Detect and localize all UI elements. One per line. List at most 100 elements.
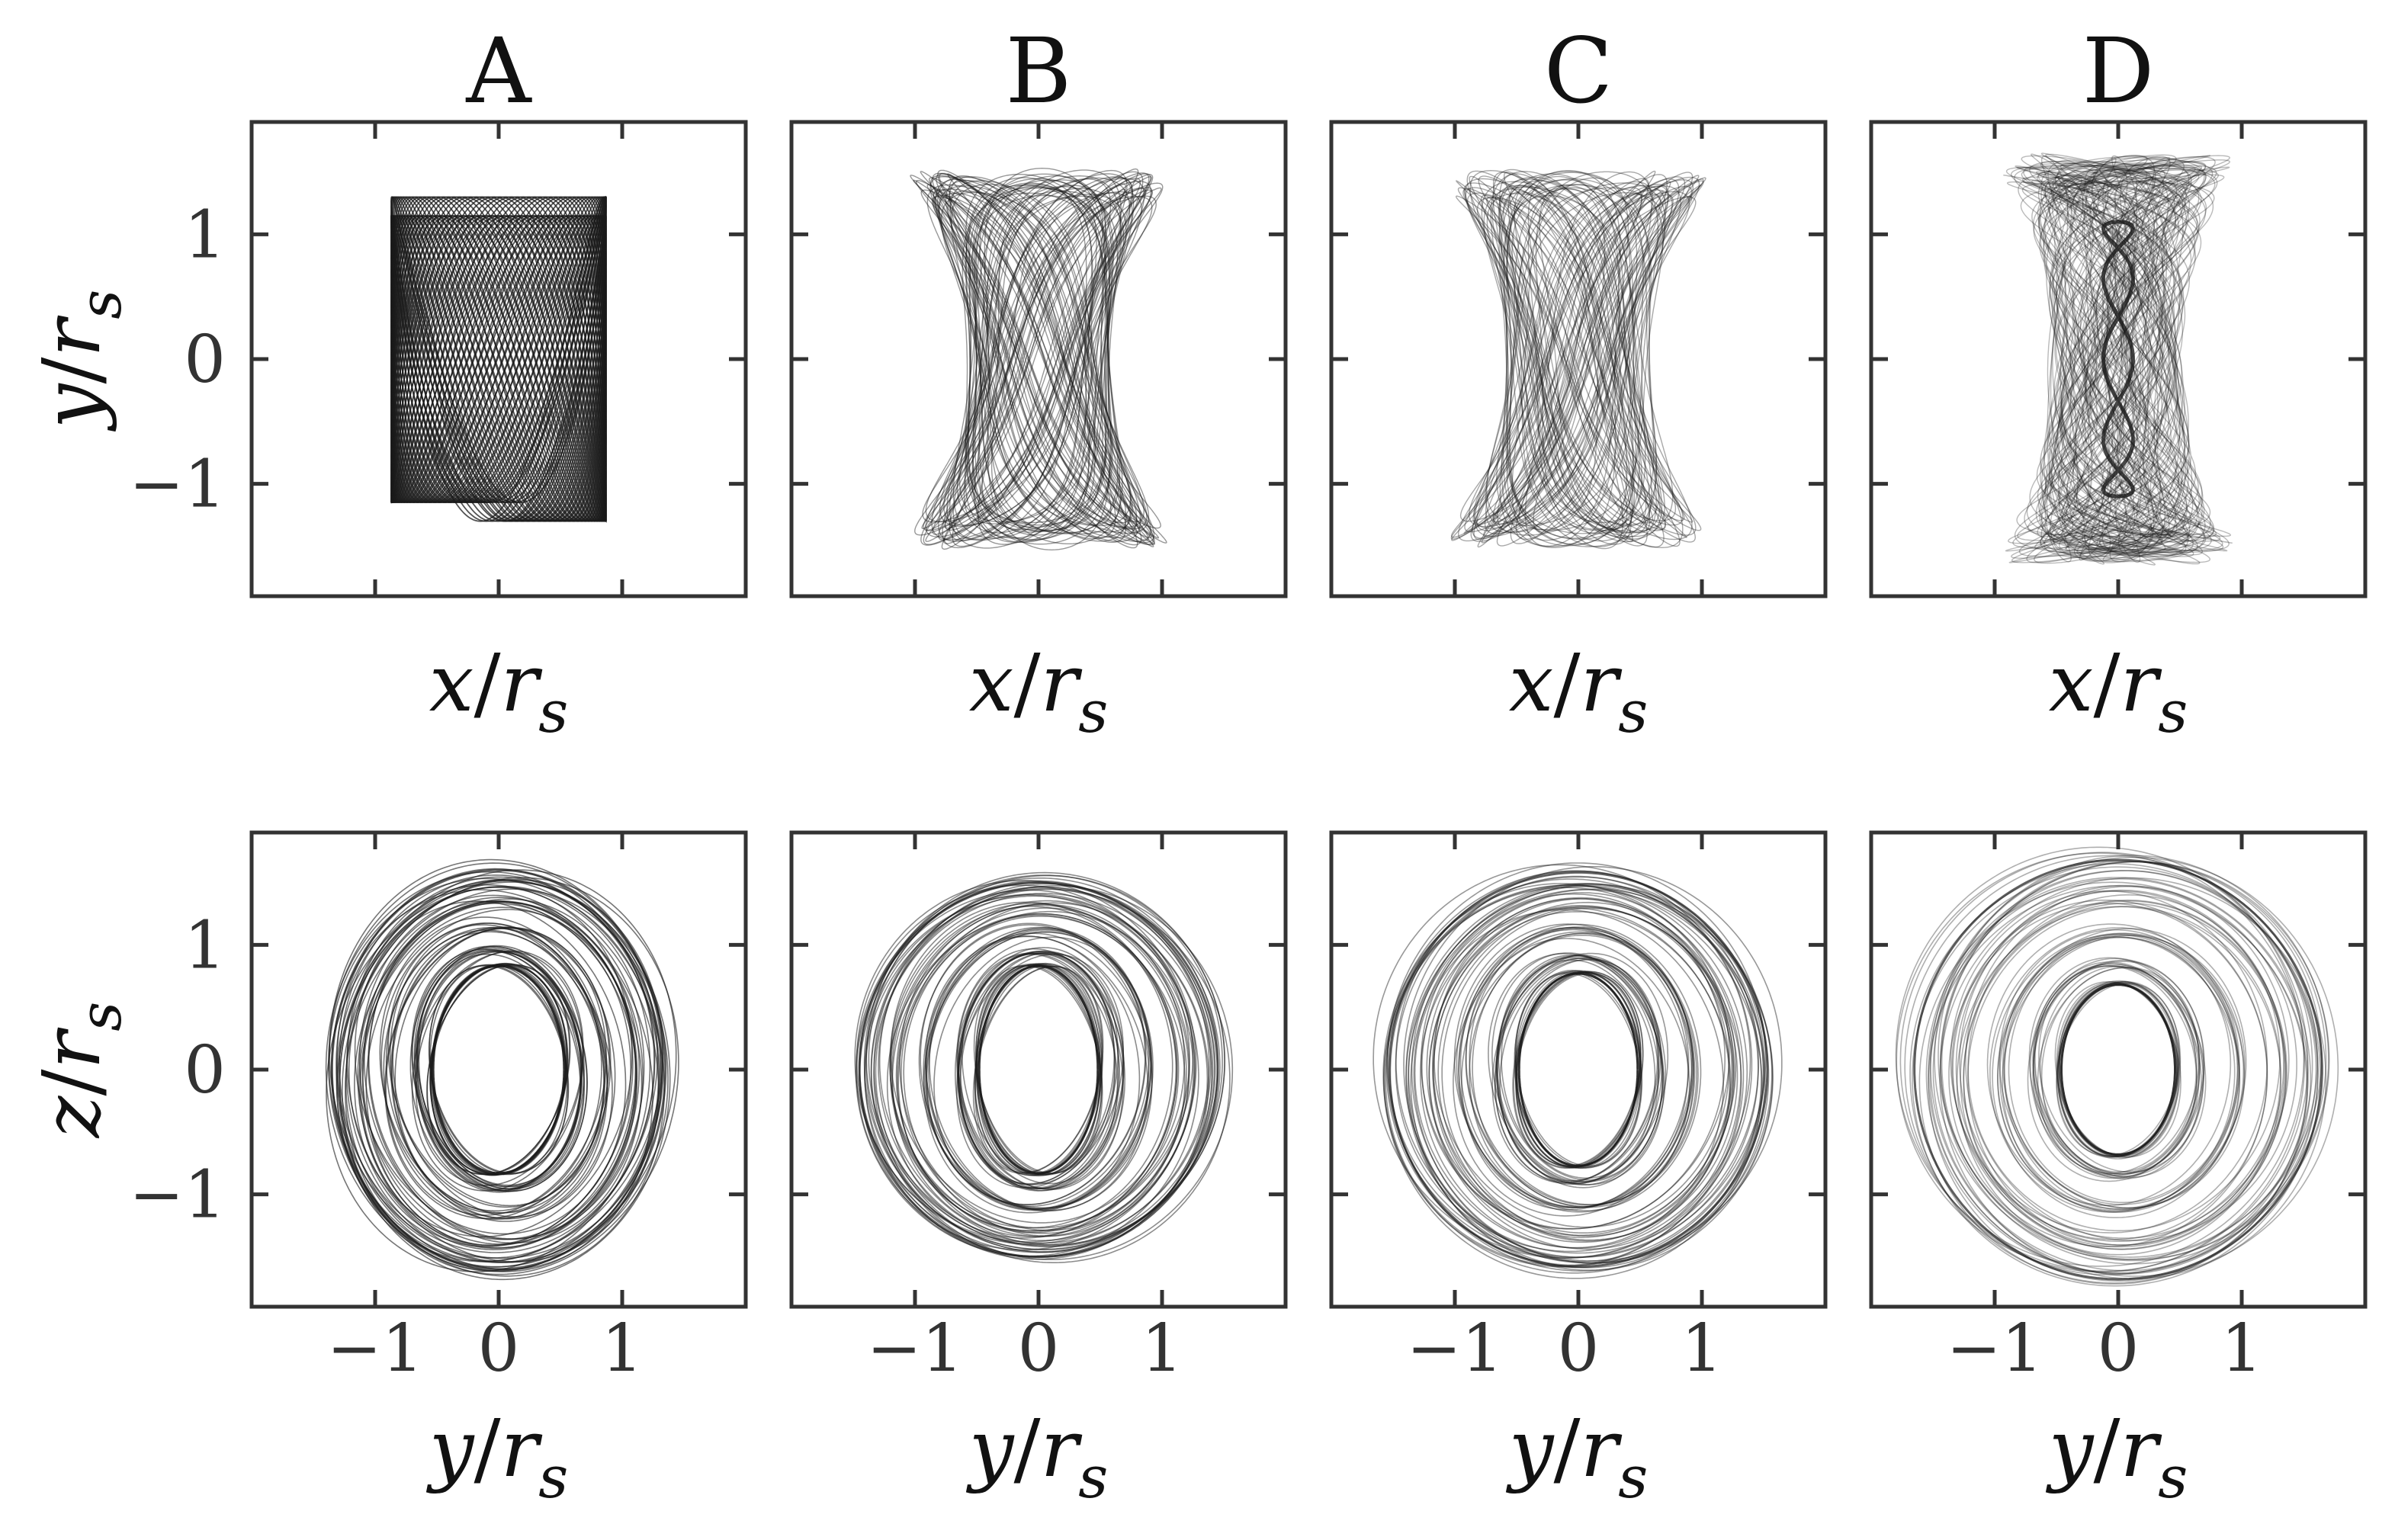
orbit-line xyxy=(1512,971,1644,1169)
orbit-line xyxy=(1513,971,1644,1169)
orbit-line xyxy=(1496,172,1694,547)
orbit-line xyxy=(390,196,607,522)
orbit-line xyxy=(990,186,1114,532)
orbit-line xyxy=(965,177,1090,541)
orbit-line xyxy=(2099,167,2166,551)
orbit-line xyxy=(2053,156,2207,563)
orbit-line xyxy=(2048,167,2216,551)
orbit-line xyxy=(2012,169,2219,549)
orbit-line xyxy=(1934,860,2318,1260)
orbit-line xyxy=(2034,169,2098,549)
orbit-line xyxy=(1938,855,2329,1260)
orbit-line xyxy=(2037,967,2200,1174)
orbit-line xyxy=(1456,927,1689,1208)
orbit-line xyxy=(2065,182,2185,536)
orbit-line xyxy=(952,179,1103,539)
orbit-line xyxy=(354,900,627,1235)
orbit-line xyxy=(971,182,1096,536)
orbit-line xyxy=(2040,967,2201,1175)
orbit-line xyxy=(1499,171,1659,547)
orbit-line xyxy=(1499,958,1661,1182)
orbit-line xyxy=(2049,180,2217,538)
orbit-line xyxy=(1511,177,1629,541)
orbit-line xyxy=(1456,195,1694,523)
orbit-line xyxy=(1986,923,2239,1211)
orbit-line xyxy=(925,181,1152,537)
orbit-line xyxy=(933,936,1151,1210)
x-tick-label: −1 xyxy=(867,1311,964,1387)
orbit-line xyxy=(2030,958,2201,1176)
orbit-line xyxy=(1410,888,1774,1271)
orbit-line xyxy=(2014,165,2212,553)
orbit-line xyxy=(929,932,1153,1211)
orbit-line xyxy=(1967,906,2281,1246)
panel-b-bottom: −1 0 1 xyxy=(789,830,1288,1387)
orbit-line xyxy=(1433,898,1730,1228)
orbit-line xyxy=(978,964,1100,1175)
orbit-line xyxy=(1386,883,1742,1259)
orbit-line xyxy=(1506,179,1634,539)
orbit-line xyxy=(1465,187,1667,531)
orbit-line xyxy=(1493,195,1693,523)
orbit-line xyxy=(2056,980,2182,1160)
orbit-trace xyxy=(1372,862,1783,1279)
orbit-line xyxy=(873,886,1210,1246)
orbit-line xyxy=(1509,184,1651,534)
orbit-line xyxy=(2023,163,2198,555)
orbit-line xyxy=(1959,884,2290,1239)
orbit-line xyxy=(925,195,1153,523)
orbit-line xyxy=(959,952,1120,1189)
orbit-line xyxy=(1925,870,2317,1275)
orbit-line xyxy=(938,178,1141,541)
orbit-line xyxy=(2073,157,2185,561)
orbit-line xyxy=(1472,179,1694,539)
x-axis-label: y/rs xyxy=(1506,1402,1649,1511)
orbit-line xyxy=(2034,154,2177,564)
orbit-line xyxy=(1501,171,1657,547)
orbit-line xyxy=(949,177,1133,541)
orbit-line xyxy=(2003,932,2239,1205)
orbit-line xyxy=(2021,182,2214,536)
orbit-line xyxy=(2002,936,2241,1209)
orbit-line xyxy=(390,196,607,522)
orbit-line xyxy=(1960,899,2287,1250)
orbit-line xyxy=(938,185,1133,533)
orbit-line xyxy=(2045,153,2201,565)
orbit-line xyxy=(390,196,607,522)
orbit-line xyxy=(2063,165,2207,553)
orbit-line xyxy=(2101,220,2135,499)
orbit-line xyxy=(2021,176,2221,542)
orbit-line xyxy=(362,898,645,1249)
orbit-line xyxy=(1372,864,1753,1259)
orbit-line xyxy=(1453,931,1694,1217)
y-axis-label: y/rs xyxy=(25,290,134,432)
orbit-line xyxy=(949,169,1122,549)
orbit-line xyxy=(1952,890,2287,1248)
orbit-line xyxy=(1485,184,1666,534)
orbit-line xyxy=(946,177,1131,541)
orbit-line xyxy=(1967,894,2281,1232)
orbit-line xyxy=(2031,180,2172,538)
orbit-line xyxy=(2021,155,2211,563)
orbit-line xyxy=(2011,155,2230,563)
orbit-line xyxy=(1476,197,1677,521)
orbit-line xyxy=(939,191,1142,528)
orbit-line xyxy=(1896,852,2305,1273)
y-tick-label: 1 xyxy=(184,907,226,983)
orbit-line xyxy=(941,168,1139,550)
orbit-line xyxy=(858,881,1219,1258)
orbit-line xyxy=(348,886,633,1237)
orbit-line xyxy=(1477,170,1656,548)
orbit-line xyxy=(920,172,1150,546)
orbit-line xyxy=(950,184,1122,534)
orbit-line xyxy=(432,964,566,1175)
orbit-line xyxy=(1483,181,1671,537)
panel-b-top: B xyxy=(789,18,1288,598)
orbit-line xyxy=(1432,901,1737,1238)
orbit-line xyxy=(1492,193,1661,525)
orbit-line xyxy=(1515,178,1680,540)
orbit-line xyxy=(1999,929,2246,1209)
orbit-line xyxy=(2002,935,2246,1213)
orbit-line xyxy=(2147,183,2188,535)
orbit-line xyxy=(2101,168,2128,550)
